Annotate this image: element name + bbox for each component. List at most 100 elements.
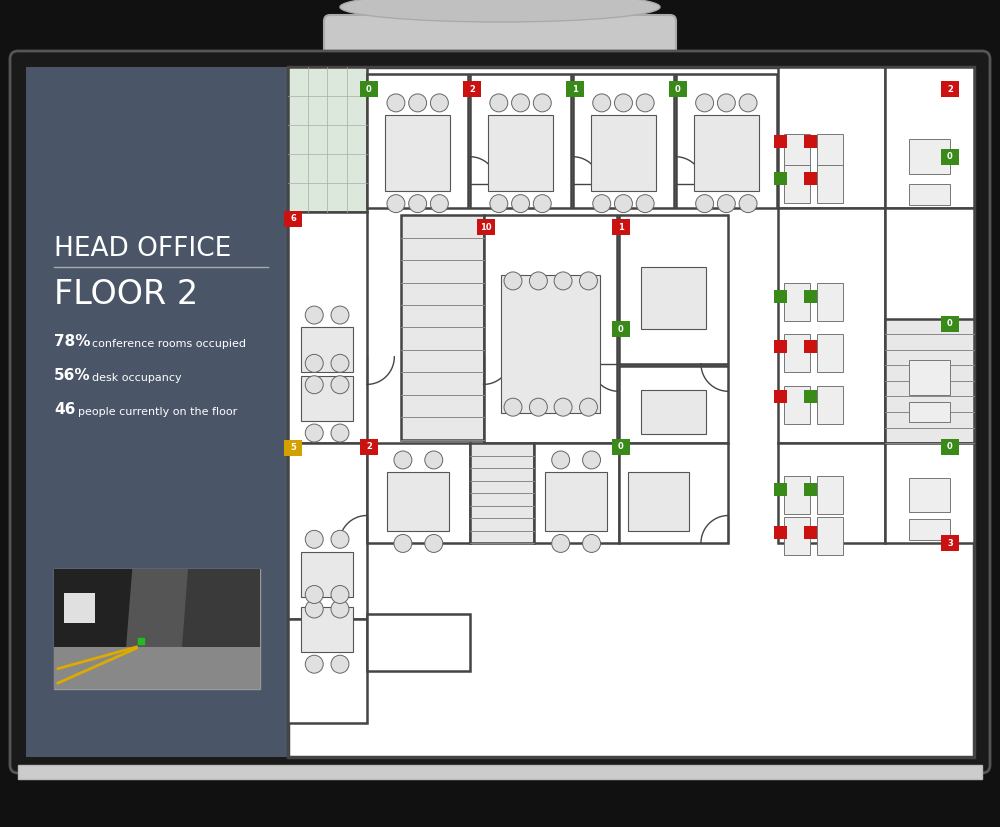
Circle shape: [512, 94, 530, 112]
Circle shape: [504, 398, 522, 416]
Bar: [288, 67, 974, 757]
Bar: [784, 517, 810, 555]
Bar: [669, 81, 687, 97]
Bar: [817, 134, 843, 172]
Bar: [774, 172, 787, 185]
Bar: [26, 67, 288, 757]
Circle shape: [305, 306, 323, 324]
Bar: [941, 316, 959, 332]
Bar: [774, 390, 787, 404]
Circle shape: [394, 534, 412, 552]
Circle shape: [739, 94, 757, 112]
Bar: [628, 472, 689, 531]
Bar: [774, 289, 787, 303]
Circle shape: [305, 530, 323, 548]
Bar: [804, 289, 817, 303]
Circle shape: [305, 355, 323, 372]
Circle shape: [394, 451, 412, 469]
Bar: [817, 386, 843, 424]
Bar: [619, 215, 728, 364]
Circle shape: [490, 194, 508, 213]
Bar: [288, 67, 367, 212]
Circle shape: [696, 94, 714, 112]
Bar: [360, 438, 378, 455]
Bar: [885, 443, 974, 543]
Circle shape: [593, 94, 611, 112]
Circle shape: [533, 94, 551, 112]
Bar: [804, 340, 817, 353]
Circle shape: [583, 451, 601, 469]
Text: 3: 3: [947, 538, 953, 547]
Circle shape: [331, 600, 349, 618]
Circle shape: [554, 398, 572, 416]
Text: 78%: 78%: [54, 334, 90, 349]
Bar: [534, 443, 619, 543]
Circle shape: [583, 534, 601, 552]
Bar: [619, 443, 728, 543]
Bar: [301, 607, 353, 652]
Bar: [284, 440, 302, 456]
Bar: [484, 215, 617, 443]
Bar: [909, 477, 950, 512]
Circle shape: [739, 194, 757, 213]
Circle shape: [425, 451, 443, 469]
Text: 0: 0: [947, 152, 953, 161]
Bar: [566, 81, 584, 97]
Bar: [909, 361, 950, 394]
Bar: [612, 321, 630, 337]
Circle shape: [305, 424, 323, 442]
Bar: [784, 283, 810, 321]
Bar: [641, 390, 706, 434]
Bar: [885, 67, 974, 208]
Bar: [941, 81, 959, 97]
Bar: [909, 519, 950, 540]
Polygon shape: [54, 569, 260, 647]
Circle shape: [579, 272, 597, 290]
Bar: [774, 526, 787, 538]
Circle shape: [552, 534, 570, 552]
Bar: [784, 476, 810, 514]
Circle shape: [425, 534, 443, 552]
Bar: [501, 275, 600, 414]
Bar: [676, 74, 777, 208]
Bar: [641, 267, 706, 329]
Bar: [463, 81, 481, 97]
Circle shape: [636, 194, 654, 213]
Ellipse shape: [340, 0, 660, 22]
Circle shape: [387, 94, 405, 112]
Bar: [488, 115, 553, 191]
Text: 2: 2: [366, 442, 372, 451]
Circle shape: [717, 94, 735, 112]
Circle shape: [533, 194, 551, 213]
Circle shape: [331, 375, 349, 394]
Circle shape: [696, 194, 714, 213]
Circle shape: [305, 655, 323, 673]
Text: 0: 0: [366, 84, 372, 93]
Bar: [385, 115, 450, 191]
Text: HEAD OFFICE: HEAD OFFICE: [54, 236, 231, 262]
Bar: [64, 593, 95, 623]
Bar: [545, 472, 607, 531]
Bar: [367, 443, 470, 543]
Text: 0: 0: [947, 442, 953, 451]
Text: 5: 5: [291, 443, 296, 452]
Text: 2: 2: [947, 84, 953, 93]
Circle shape: [305, 600, 323, 618]
Bar: [778, 67, 885, 208]
Bar: [619, 366, 728, 443]
Bar: [817, 165, 843, 203]
Polygon shape: [440, 42, 560, 765]
Circle shape: [430, 194, 448, 213]
Circle shape: [579, 398, 597, 416]
Bar: [817, 517, 843, 555]
Bar: [941, 149, 959, 165]
Bar: [477, 219, 495, 235]
Bar: [367, 614, 470, 671]
Text: 2: 2: [469, 84, 475, 93]
Text: 1: 1: [572, 84, 578, 93]
Text: 0: 0: [675, 84, 681, 93]
Circle shape: [305, 375, 323, 394]
Bar: [909, 402, 950, 423]
Bar: [573, 74, 674, 208]
Text: FLOOR 2: FLOOR 2: [54, 278, 198, 311]
